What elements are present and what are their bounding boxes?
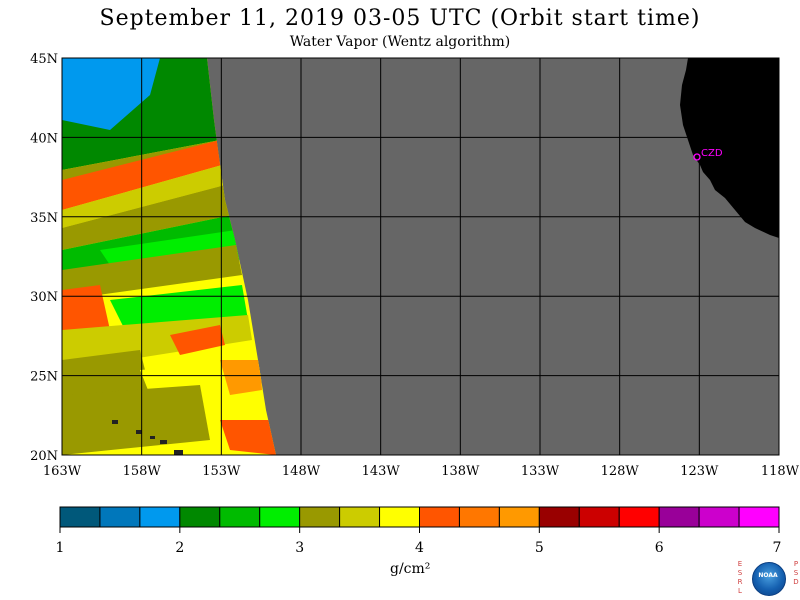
colorbar-tick-label: 1 [56,540,65,556]
colorbar-swatch [139,506,181,528]
colorbar-swatch [458,506,500,528]
lon-label-133w: 133W [521,464,560,479]
latitude-labels: 45N 40N 35N 30N 25N 20N [30,52,58,464]
colorbar-swatch [379,506,420,528]
colorbar-swatch [618,506,660,528]
lat-label-25n: 25N [30,370,58,385]
map-title: September 11, 2019 03-05 UTC (Orbit star… [99,6,701,31]
north-america-land [680,58,779,238]
lon-label-148w: 148W [282,464,321,479]
colorbar-tick-label: 5 [535,540,544,556]
colorbar-swatch [219,506,261,528]
colorbar-swatch [658,506,700,528]
colorbar-swatch [99,506,141,528]
logo-center-text: NOAA [758,572,778,579]
colorbar-swatch [419,506,460,528]
lon-label-118w: 118W [761,464,800,479]
noaa-icon [752,562,786,596]
lon-label-128w: 128W [601,464,640,479]
colorbar-tick-label: 2 [175,540,184,556]
esrl-psd-logo: ESRL NOAA PSD [736,558,800,600]
lon-label-143w: 143W [362,464,401,479]
lat-label-20n: 20N [30,449,58,464]
colorbar-swatch [498,506,540,528]
station-marker: CZD [693,148,723,161]
lat-label-45n: 45N [30,52,58,67]
colorbar-swatch [259,506,301,528]
colorbar-tick-label: 7 [773,540,782,556]
colorbar-tick-label: 6 [655,540,664,556]
colorbar-swatch [339,506,381,528]
colorbar-tick-label: 3 [295,540,304,556]
lat-label-30n: 30N [30,290,58,305]
lon-label-153w: 153W [202,464,241,479]
station-label: CZD [701,148,723,159]
hawaii-islands [112,420,183,455]
colorbar-units: g/cm² [390,561,431,577]
map-frame [61,57,780,456]
colorbar-swatch [578,506,620,528]
lon-label-158w: 158W [123,464,162,479]
colorbar [59,506,780,528]
colorbar-swatch [299,506,341,528]
colorbar-swatch [59,506,101,528]
map-subtitle: Water Vapor (Wentz algorithm) [289,34,511,50]
lon-label-163w: 163W [43,464,82,479]
lat-label-35n: 35N [30,211,58,226]
lon-label-123w: 123W [680,464,719,479]
colorbar-swatch [698,506,740,528]
lon-label-138w: 138W [441,464,480,479]
lat-label-40n: 40N [30,131,58,146]
colorbar-tick-labels: 1 2 3 4 5 6 7 [56,527,782,556]
colorbar-swatch [538,506,580,528]
colorbar-swatch [179,506,221,528]
colorbar-swatch [738,506,780,528]
logo-right-letters: PSD [793,560,799,586]
longitude-labels: 163W 158W 153W 148W 143W 138W 133W 128W 123W 118W [43,464,800,479]
colorbar-tick-label: 4 [415,540,424,556]
logo-left-letters: ESRL [737,560,743,595]
